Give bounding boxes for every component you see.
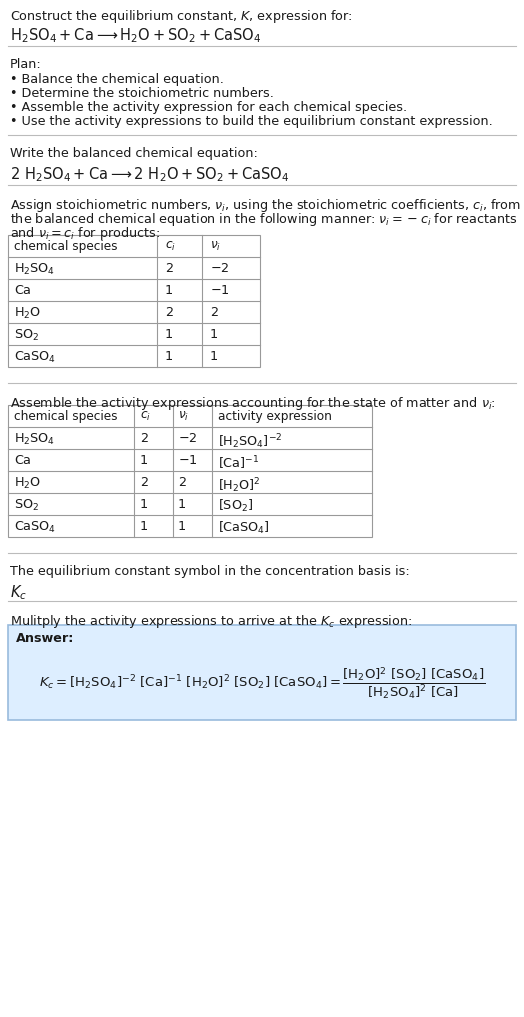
Text: $\mathrm{H_2SO_4}$: $\mathrm{H_2SO_4}$ (14, 432, 55, 447)
Text: $c_i$: $c_i$ (165, 240, 176, 253)
Text: • Balance the chemical equation.: • Balance the chemical equation. (10, 73, 224, 86)
Text: 1: 1 (178, 498, 186, 511)
Text: $\mathrm{SO_2}$: $\mathrm{SO_2}$ (14, 328, 39, 343)
Text: Plan:: Plan: (10, 58, 42, 71)
Text: 2: 2 (140, 476, 148, 489)
Text: $[\mathrm{H_2O}]^{2}$: $[\mathrm{H_2O}]^{2}$ (218, 476, 260, 494)
Text: Assemble the activity expressions accounting for the state of matter and $\nu_i$: Assemble the activity expressions accoun… (10, 395, 496, 412)
Text: $\mathrm{2\ H_2SO_4 + Ca \longrightarrow 2\ H_2O + SO_2 + CaSO_4}$: $\mathrm{2\ H_2SO_4 + Ca \longrightarrow… (10, 165, 289, 184)
Text: the balanced chemical equation in the following manner: $\nu_i = -c_i$ for react: the balanced chemical equation in the fo… (10, 211, 517, 228)
Text: Answer:: Answer: (16, 632, 74, 645)
Text: $-1$: $-1$ (210, 284, 230, 297)
Text: 1: 1 (165, 350, 173, 363)
Text: $\nu_i$: $\nu_i$ (210, 240, 221, 253)
Text: $-1$: $-1$ (178, 454, 198, 467)
Text: 2: 2 (165, 306, 173, 319)
Text: 1: 1 (178, 520, 186, 533)
Text: $K_c = [\mathrm{H_2SO_4}]^{-2}\ [\mathrm{Ca}]^{-1}\ [\mathrm{H_2O}]^{2}\ [\mathr: $K_c = [\mathrm{H_2SO_4}]^{-2}\ [\mathrm… (39, 666, 485, 702)
Text: 1: 1 (140, 498, 148, 511)
Text: $\mathrm{H_2O}$: $\mathrm{H_2O}$ (14, 476, 41, 491)
Text: Assign stoichiometric numbers, $\nu_i$, using the stoichiometric coefficients, $: Assign stoichiometric numbers, $\nu_i$, … (10, 197, 521, 214)
Text: 1: 1 (210, 350, 218, 363)
Text: 1: 1 (140, 520, 148, 533)
Text: Construct the equilibrium constant, $K$, expression for:: Construct the equilibrium constant, $K$,… (10, 8, 353, 25)
Text: 2: 2 (140, 432, 148, 445)
Text: $-2$: $-2$ (178, 432, 198, 445)
Text: chemical species: chemical species (14, 240, 117, 253)
Text: chemical species: chemical species (14, 410, 117, 423)
Text: $[\mathrm{H_2SO_4}]^{-2}$: $[\mathrm{H_2SO_4}]^{-2}$ (218, 432, 282, 451)
Text: 1: 1 (165, 284, 173, 297)
Text: 2: 2 (165, 262, 173, 275)
Text: 2: 2 (178, 476, 186, 489)
Text: • Use the activity expressions to build the equilibrium constant expression.: • Use the activity expressions to build … (10, 115, 493, 128)
Text: $[\mathrm{CaSO_4}]$: $[\mathrm{CaSO_4}]$ (218, 520, 270, 536)
Text: • Determine the stoichiometric numbers.: • Determine the stoichiometric numbers. (10, 87, 274, 100)
Text: $K_c$: $K_c$ (10, 583, 27, 602)
Bar (8, 625, 516, 720)
Text: Mulitply the activity expressions to arrive at the $K_c$ expression:: Mulitply the activity expressions to arr… (10, 613, 412, 630)
Text: 2: 2 (210, 306, 218, 319)
Text: $-2$: $-2$ (210, 262, 230, 275)
Text: $\mathrm{Ca}$: $\mathrm{Ca}$ (14, 454, 31, 467)
Text: $c_i$: $c_i$ (140, 410, 151, 423)
Bar (8, 405, 372, 537)
Text: $\mathrm{Ca}$: $\mathrm{Ca}$ (14, 284, 31, 297)
Text: 1: 1 (140, 454, 148, 467)
Text: $\nu_i$: $\nu_i$ (178, 410, 189, 423)
Text: $\mathrm{H_2SO_4 + Ca \longrightarrow H_2O + SO_2 + CaSO_4}$: $\mathrm{H_2SO_4 + Ca \longrightarrow H_… (10, 26, 261, 45)
Text: $\mathrm{H_2O}$: $\mathrm{H_2O}$ (14, 306, 41, 321)
Text: The equilibrium constant symbol in the concentration basis is:: The equilibrium constant symbol in the c… (10, 565, 410, 578)
Text: 1: 1 (210, 328, 218, 341)
Text: $[\mathrm{Ca}]^{-1}$: $[\mathrm{Ca}]^{-1}$ (218, 454, 259, 472)
Text: $\mathrm{CaSO_4}$: $\mathrm{CaSO_4}$ (14, 520, 56, 535)
Text: $\mathrm{H_2SO_4}$: $\mathrm{H_2SO_4}$ (14, 262, 55, 277)
Text: and $\nu_i = c_i$ for products:: and $\nu_i = c_i$ for products: (10, 225, 160, 242)
Text: 1: 1 (165, 328, 173, 341)
Text: $[\mathrm{SO_2}]$: $[\mathrm{SO_2}]$ (218, 498, 253, 515)
Text: • Assemble the activity expression for each chemical species.: • Assemble the activity expression for e… (10, 101, 407, 114)
Text: $\mathrm{CaSO_4}$: $\mathrm{CaSO_4}$ (14, 350, 56, 365)
Text: $\mathrm{SO_2}$: $\mathrm{SO_2}$ (14, 498, 39, 514)
Text: Write the balanced chemical equation:: Write the balanced chemical equation: (10, 147, 258, 160)
Bar (8, 235, 260, 367)
Text: activity expression: activity expression (218, 410, 332, 423)
